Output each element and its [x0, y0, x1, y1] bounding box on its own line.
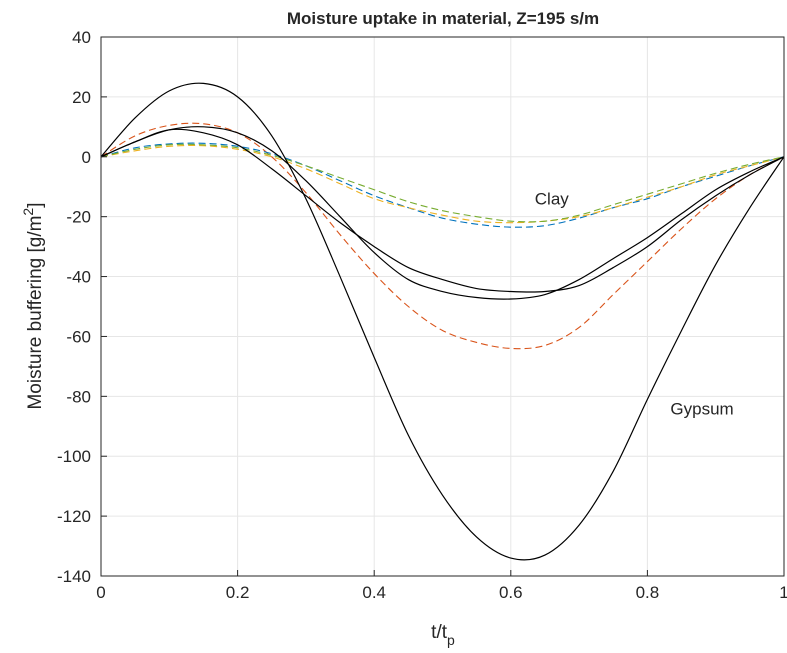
y-tick-label: -60	[66, 327, 91, 346]
plot-frame	[100, 36, 785, 577]
x-tick-label: 0.6	[499, 583, 523, 602]
y-tick-label: -40	[66, 268, 91, 287]
y-axis-label-main: Moisture buffering [g/m	[25, 216, 46, 410]
annotations: Clay Gypsum	[535, 190, 734, 419]
dashed-series-line	[100, 122, 785, 350]
solid-series-line	[100, 128, 785, 293]
y-axis-label-superscript: 2	[20, 208, 36, 216]
y-axis-ticks: 40 20 0 -20 -40 -60 -80 -100 -120 -140	[57, 28, 107, 586]
y-tick-label: -120	[57, 507, 91, 526]
chart-title: Moisture uptake in material, Z=195 s/m	[287, 9, 599, 28]
y-axis-label: Moisture buffering [g/m2]	[20, 202, 46, 409]
y-tick-label: -140	[57, 567, 91, 586]
solid-series-line	[100, 126, 785, 300]
annotation-clay: Clay	[535, 190, 570, 209]
solid-series-line	[100, 82, 785, 561]
x-tick-label: 0	[96, 583, 105, 602]
y-axis-label-close: ]	[25, 202, 46, 207]
dashed-series-line	[100, 142, 785, 228]
y-tick-label: 20	[72, 88, 91, 107]
x-axis-label-subscript: p	[447, 632, 455, 648]
x-tick-label: 0.2	[226, 583, 250, 602]
plot-area	[101, 37, 784, 576]
y-tick-label: -100	[57, 447, 91, 466]
x-axis-ticks: 0 0.2 0.4 0.6 0.8 1	[96, 570, 787, 602]
x-tick-label: 0.4	[362, 583, 386, 602]
dashed-series-line	[100, 144, 785, 224]
x-tick-label: 1	[779, 583, 787, 602]
series-lines	[100, 82, 785, 561]
x-axis-label-main: t/t	[431, 622, 448, 643]
y-tick-label: -20	[66, 208, 91, 227]
y-tick-label: 0	[82, 148, 91, 167]
y-tick-label: -80	[66, 387, 91, 406]
annotation-gypsum: Gypsum	[670, 399, 733, 418]
x-axis-label: t/tp	[431, 622, 455, 648]
dashed-series-line	[100, 143, 785, 223]
y-tick-label: 40	[72, 28, 91, 47]
x-tick-label: 0.8	[636, 583, 660, 602]
